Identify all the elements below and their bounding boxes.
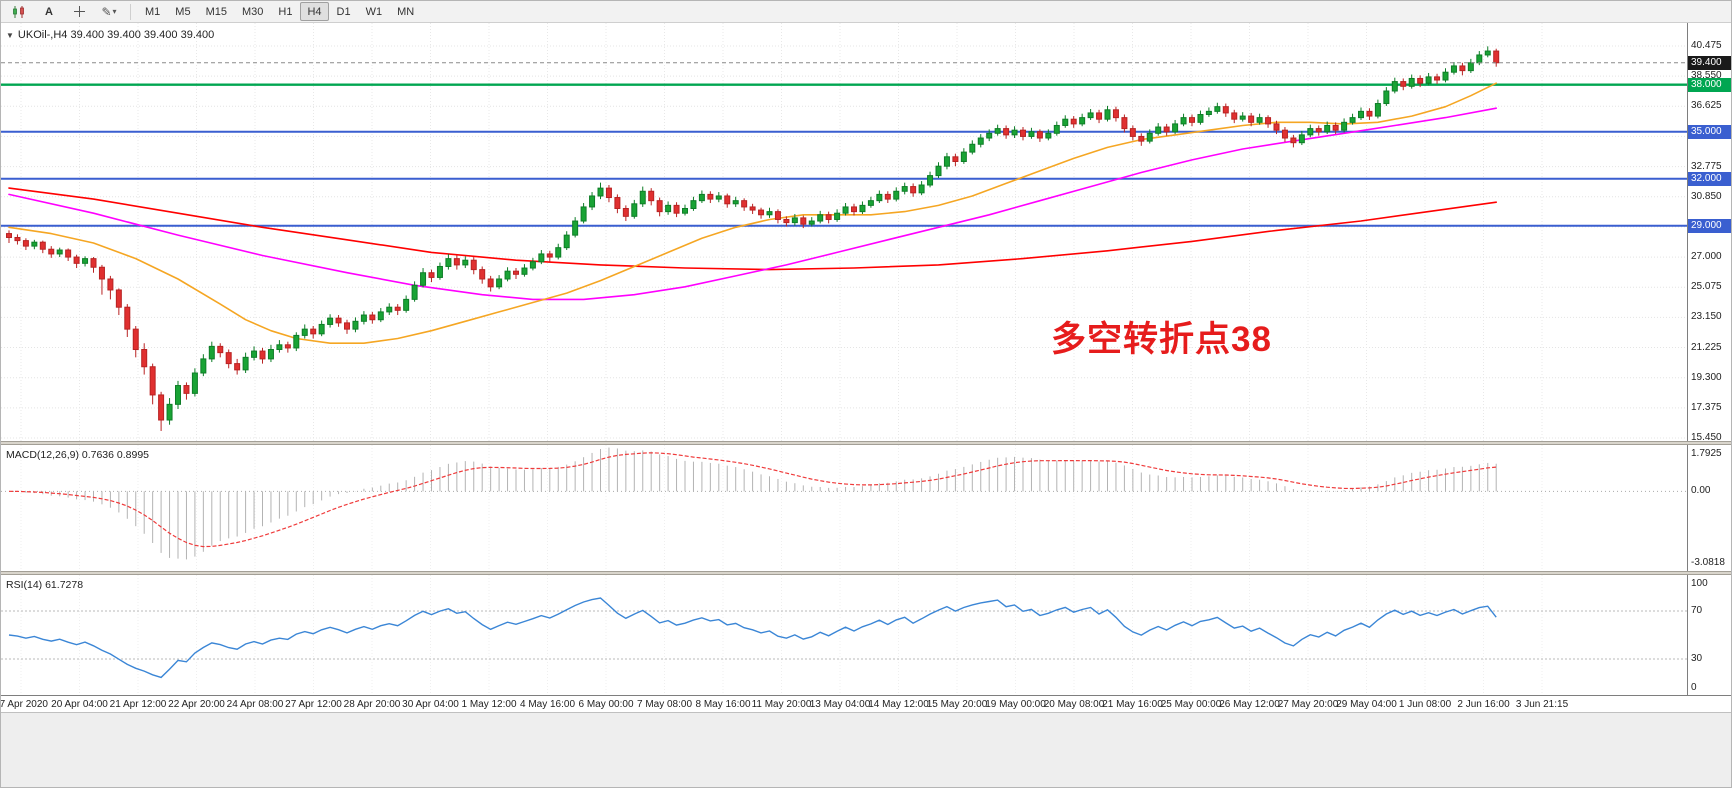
price-axis-label: 17.375	[1691, 401, 1722, 413]
price-axis-label: 23.150	[1691, 311, 1722, 323]
price-axis-label: 19.300	[1691, 371, 1722, 383]
time-axis-label: 11 May 20:00	[751, 699, 812, 710]
timeframe-button-h1[interactable]: H1	[278, 5, 293, 18]
time-axis-label: 27 May 20:00	[1277, 699, 1339, 710]
bid-price-tag: 39.400	[1688, 55, 1731, 70]
price-axis-label: 25.075	[1691, 281, 1722, 293]
rsi-label: RSI(14) 61.7278	[6, 579, 84, 591]
timeframe-button-h4[interactable]: H4	[300, 2, 329, 21]
timeframe-button-m15[interactable]: M15	[205, 5, 227, 18]
time-axis-label: 14 May 12:00	[868, 699, 929, 710]
macd-panel[interactable]: MACD(12,26,9) 0.7636 0.8995 1.7925 0.00 -3…	[1, 445, 1731, 571]
time-axis-label: 21 May 16:00	[1102, 699, 1163, 710]
time-axis-label: 20 May 08:00	[1043, 699, 1105, 710]
time-axis-label: 1 May 12:00	[461, 699, 517, 710]
chevron-down-icon: ▾	[112, 7, 117, 16]
price-scale[interactable]: 40.47538.55036.62534.70032.77530.85028.9…	[1687, 23, 1731, 443]
time-axis-label: 2 Jun 16:00	[1457, 699, 1510, 710]
ma-red-line	[8, 187, 1497, 271]
rsi-canvas[interactable]	[1, 575, 1687, 695]
macd-axis-label: 0.00	[1691, 485, 1711, 497]
chart-annotation: 多空转折点38	[1051, 320, 1272, 359]
price-axis-label: 40.475	[1691, 39, 1722, 51]
time-axis-label: 13 May 04:00	[809, 699, 871, 710]
rsi-panel[interactable]: RSI(14) 61.7278 100 70 30 0	[1, 575, 1731, 695]
rsi-line	[8, 597, 1497, 679]
time-axis-label: 29 May 04:00	[1336, 699, 1397, 710]
rsi-axis-label: 100	[1691, 578, 1708, 589]
macd-canvas[interactable]	[1, 445, 1687, 571]
cursor-tool-button[interactable]: A	[45, 5, 53, 18]
time-axis-label: 28 Apr 20:00	[343, 699, 401, 710]
time-axis-label: 3 Jun 21:15	[1515, 699, 1569, 710]
price-axis-label: 36.625	[1691, 100, 1722, 112]
crosshair-icon	[73, 6, 85, 17]
timeframe-button-m30[interactable]: M30	[241, 5, 264, 18]
candlestick-chart-icon	[13, 5, 24, 18]
price-axis-label: 15.450	[1691, 432, 1722, 444]
panel-splitter[interactable]	[1, 441, 1731, 445]
rsi-axis-label: 70	[1691, 605, 1703, 616]
price-axis-label: 38.550	[1691, 70, 1722, 82]
price-grid	[1, 23, 1687, 441]
macd-label: MACD(12,26,9) 0.7636 0.8995	[6, 449, 150, 461]
time-axis-label: 27 Apr 12:00	[285, 699, 342, 710]
rsi-axis-label: 30	[1691, 653, 1703, 664]
ma-magenta-line	[8, 107, 1497, 301]
time-axis-label: 26 May 12:00	[1219, 699, 1280, 710]
timeframe-button-group: M1 M5 M15 M30 H1 H4 D1 W1 MN	[138, 2, 421, 21]
time-axis-label: 30 Apr 04:00	[402, 699, 459, 710]
symbol-ohlc-text: UKOil-,H4 39.400 39.400 39.400 39.400	[17, 29, 215, 41]
hline-price-tag: 29.000	[1688, 218, 1731, 233]
time-axis-label: 7 May 08:00	[636, 699, 693, 710]
price-axis-label: 30.850	[1691, 190, 1722, 202]
window-bottom-area	[1, 712, 1731, 787]
time-axis-label: 21 Apr 12:00	[109, 699, 167, 710]
hline-price-tag: 38.000	[1688, 77, 1731, 92]
rsi-axis-label: 0	[1691, 682, 1697, 693]
time-axis-label: 15 May 20:00	[926, 699, 988, 710]
macd-signal-line	[8, 452, 1497, 548]
time-axis-label: 6 May 00:00	[578, 699, 634, 710]
macd-scale[interactable]: 1.7925 0.00 -3.0818	[1687, 445, 1731, 571]
toolbar-separator	[130, 3, 131, 20]
timeframe-button-mn[interactable]: MN	[397, 5, 415, 18]
time-axis-label: 22 Apr 20:00	[168, 699, 225, 710]
symbol-header: ▼ UKOil-,H4 39.400 39.400 39.400 39.400	[6, 29, 214, 41]
chart-type-button[interactable]	[5, 2, 33, 22]
collapse-chart-icon[interactable]: ▼	[6, 30, 14, 40]
hline-price-tag: 32.000	[1688, 171, 1731, 186]
candles-group	[6, 46, 1500, 431]
time-axis-label: 4 May 16:00	[519, 699, 576, 710]
crosshair-tool-button[interactable]	[65, 2, 93, 22]
time-axis-label: 1 Jun 08:00	[1398, 699, 1452, 710]
time-axis-label: 24 Apr 08:00	[226, 699, 284, 710]
pencil-icon: ✎	[101, 4, 112, 19]
time-axis-label: 17 Apr 2020	[0, 699, 48, 710]
time-axis-label: 19 May 00:00	[985, 699, 1046, 710]
draw-tools-button[interactable]: ✎ ▾	[95, 2, 123, 22]
hline-price-tag: 35.000	[1688, 124, 1731, 139]
price-chart-canvas[interactable]	[1, 23, 1687, 441]
timeframe-button-m1[interactable]: M1	[145, 5, 161, 18]
time-axis-label: 20 Apr 04:00	[51, 699, 108, 710]
macd-axis-label: 1.7925	[1691, 448, 1722, 459]
rsi-scale[interactable]: 100 70 30 0	[1687, 575, 1731, 695]
price-chart-panel[interactable]: ▼ UKOil-,H4 39.400 39.400 39.400 39.400 …	[1, 23, 1731, 443]
timeframe-button-m5[interactable]: M5	[175, 5, 191, 18]
timeframe-button-d1[interactable]: D1	[336, 5, 351, 18]
macd-histogram	[16, 447, 1497, 560]
panel-splitter[interactable]	[1, 571, 1731, 575]
timeframe-button-w1[interactable]: W1	[365, 5, 383, 18]
toolbar: A ✎ ▾ M1 M5 M15 M30 H1 H4 D1 W1 MN	[1, 1, 1731, 23]
price-axis-label: 21.225	[1691, 341, 1722, 353]
time-axis-label: 8 May 16:00	[695, 699, 751, 710]
macd-axis-label: -3.0818	[1691, 557, 1725, 568]
time-axis-label: 25 May 00:00	[1160, 699, 1222, 710]
price-axis-label: 32.775	[1691, 160, 1722, 172]
price-axis-label: 27.000	[1691, 251, 1722, 263]
